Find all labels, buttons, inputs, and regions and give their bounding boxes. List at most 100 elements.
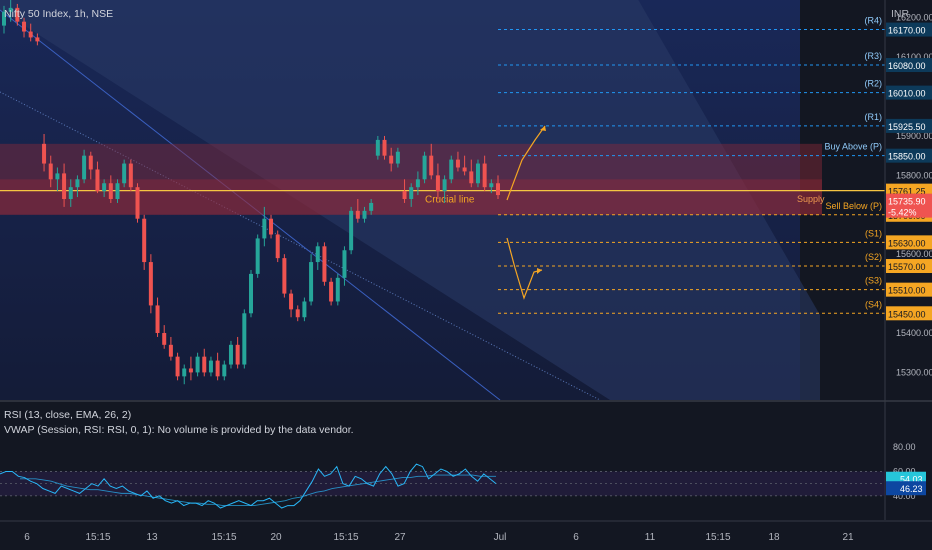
candle-body xyxy=(469,171,474,184)
level-label: (R4) xyxy=(865,16,883,26)
time-tick-label: 15:15 xyxy=(333,532,358,543)
candle-body xyxy=(342,250,347,278)
last-price-tag: 15735.90 xyxy=(888,197,926,207)
time-tick-label: 27 xyxy=(394,532,406,543)
trend-line xyxy=(0,9,501,401)
candle-body xyxy=(395,151,400,164)
candle-body xyxy=(309,262,314,302)
candle-body xyxy=(415,179,420,188)
level-price-tag-bg xyxy=(886,22,932,37)
candle-body xyxy=(148,262,153,306)
rsi-tick-label: 60.00 xyxy=(893,466,916,476)
candle-body xyxy=(435,175,440,192)
candle-body xyxy=(449,159,454,180)
level-price-tag-bg xyxy=(886,282,932,297)
candle-body xyxy=(215,360,220,377)
level-price-tag: 15630.00 xyxy=(888,238,926,248)
level-label: (R2) xyxy=(865,79,883,89)
candle-body xyxy=(402,191,407,200)
bull-arrowhead xyxy=(540,126,546,131)
candle-body xyxy=(188,368,193,373)
candle-body xyxy=(289,293,294,310)
level-label: (R3) xyxy=(865,51,883,61)
crucial-line-label: Crucial line xyxy=(425,195,475,206)
price-tick-label: 15900.00 xyxy=(896,131,932,141)
price-tick-label: 15400.00 xyxy=(896,328,932,338)
time-tick-label: 6 xyxy=(573,532,579,543)
candle-body xyxy=(175,356,180,377)
time-tick-label: 21 xyxy=(842,532,854,543)
rsi-ma-line xyxy=(20,474,496,507)
candle-body xyxy=(249,273,253,314)
price-tick-label: 15600.00 xyxy=(896,249,932,259)
candle-body xyxy=(208,360,213,373)
rsi-value-tag: 54.03 xyxy=(900,475,923,485)
level-price-tag: 15925.50 xyxy=(888,122,926,132)
level-price-tag: 15850.00 xyxy=(888,152,926,162)
candle-body xyxy=(168,344,173,357)
candle-body xyxy=(235,344,240,365)
candle-body xyxy=(369,202,374,211)
candle-body xyxy=(255,238,260,274)
candle-body xyxy=(442,179,447,192)
candle-body xyxy=(322,246,327,282)
time-tick-label: 6 xyxy=(24,532,30,543)
candle-body xyxy=(202,356,207,373)
last-price-change: -5.42% xyxy=(888,208,917,218)
price-tick-label: 15800.00 xyxy=(896,170,932,180)
candle-body xyxy=(315,246,320,263)
level-label: Buy Above (P) xyxy=(824,142,882,152)
time-tick-label: 15:15 xyxy=(705,532,730,543)
candle-body xyxy=(48,163,53,180)
candle-body xyxy=(496,183,500,196)
price-tick-label: 16200.00 xyxy=(896,13,932,23)
vwap-title[interactable]: VWAP (Session, RSI: RSI, 0, 1): No volum… xyxy=(4,424,354,436)
candle-body xyxy=(389,155,394,164)
candle-body xyxy=(15,7,20,22)
candle-body xyxy=(489,183,494,188)
candle-body xyxy=(135,187,140,219)
time-tick-label: 13 xyxy=(146,532,158,543)
candle-body xyxy=(8,7,13,12)
rsi-value-tag: 46.23 xyxy=(900,484,923,494)
candle-body xyxy=(22,21,27,32)
level-price-tag-bg xyxy=(886,85,932,100)
candle-body xyxy=(262,218,267,239)
candle-body xyxy=(349,210,354,251)
bear-arrowhead xyxy=(537,268,542,274)
currency-label: INR xyxy=(891,8,910,20)
level-price-tag: 15510.00 xyxy=(888,286,926,296)
time-tick-label: Jul xyxy=(494,532,507,543)
candle-body xyxy=(375,139,380,156)
candle-body xyxy=(228,344,233,365)
candle-body xyxy=(115,183,120,200)
bear-projection-arrow xyxy=(506,237,543,300)
symbol-title[interactable]: Nifty 50 Index, 1h, NSE xyxy=(4,8,114,20)
level-price-tag-bg xyxy=(886,118,932,133)
candle-body xyxy=(409,187,414,200)
level-price-tag-bg xyxy=(886,259,932,274)
rsi-tick-label: 80.00 xyxy=(893,442,916,452)
level-price-tag-bg xyxy=(886,235,932,250)
candle-body xyxy=(155,305,160,334)
rsi-line xyxy=(0,463,497,509)
regression-channel xyxy=(0,0,820,400)
candle-body xyxy=(335,277,340,302)
candle-body xyxy=(222,364,227,377)
candle-body xyxy=(429,155,434,176)
rsi-value-tag-bg xyxy=(886,481,926,496)
level-label: (S1) xyxy=(865,228,882,238)
rsi-panel-bg xyxy=(0,402,885,520)
candle-body xyxy=(108,183,113,200)
candle-body xyxy=(182,368,187,377)
time-tick-label: 20 xyxy=(270,532,282,543)
candle-body xyxy=(455,159,460,168)
candle-body xyxy=(102,183,107,192)
candle-body xyxy=(295,309,300,318)
candle-body xyxy=(475,163,480,184)
price-tick-label: 16100.00 xyxy=(896,52,932,62)
candle-body xyxy=(35,37,40,42)
rsi-title[interactable]: RSI (13, close, EMA, 26, 2) xyxy=(4,409,132,421)
candle-body xyxy=(422,155,427,180)
